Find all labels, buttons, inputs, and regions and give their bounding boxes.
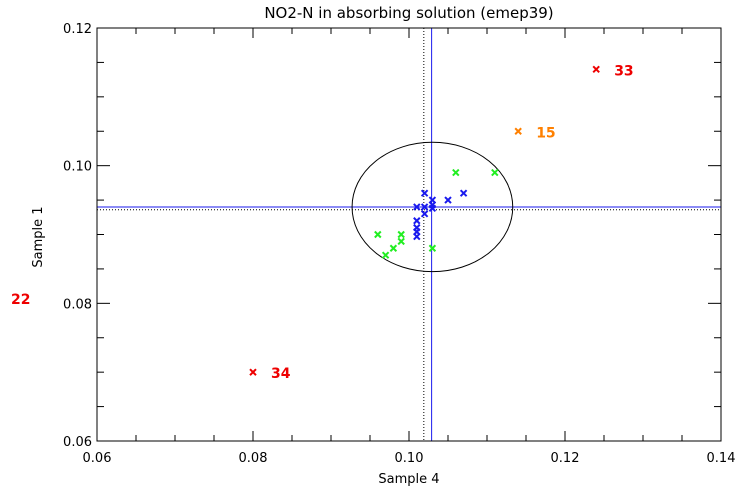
marker-stroke: [420, 203, 429, 211]
outlier-label: 34: [271, 366, 291, 382]
marker-stroke: [381, 251, 390, 259]
marker-stroke: [444, 196, 452, 204]
y-tick-label: 0.12: [63, 22, 92, 37]
marker-stroke: [413, 203, 421, 211]
blue-point: [420, 210, 429, 218]
marker-stroke: [452, 168, 460, 177]
marker-stroke: [413, 217, 421, 225]
blue-point: [413, 232, 421, 241]
marker-stroke: [459, 189, 468, 197]
outlier-point-34: [249, 368, 257, 376]
blue-point: [420, 203, 429, 211]
outlier-label: 15: [536, 125, 555, 141]
marker-stroke: [592, 65, 600, 74]
green-point: [452, 168, 460, 177]
offscale-labels: 22: [11, 292, 30, 308]
marker-stroke: [420, 210, 429, 218]
x-tick-label: 0.10: [395, 451, 424, 466]
tick-labels: 0.06 0.08 0.10 0.12 0.14 0.06 0.08 0.10 0.12: [63, 22, 735, 466]
marker-stroke: [420, 189, 429, 197]
green-point: [397, 230, 405, 239]
blue-point: [413, 217, 421, 225]
marker-stroke: [389, 244, 398, 252]
blue-point: [444, 196, 452, 204]
green-point: [381, 251, 390, 259]
green-point: [374, 230, 382, 239]
chart-title: NO2-N in absorbing solution (emep39): [264, 4, 553, 22]
y-tick-label: 0.08: [63, 297, 92, 312]
blue-point: [420, 189, 429, 197]
marker-stroke: [413, 232, 421, 241]
x-tick-label: 0.12: [551, 451, 580, 466]
y-tick-label: 0.10: [63, 160, 92, 175]
blue-point: [428, 204, 437, 213]
y-axis-label: Sample 1: [31, 206, 46, 267]
outlier-point-15: [514, 127, 522, 135]
marker-stroke: [249, 368, 257, 376]
outlier-label: 33: [614, 63, 633, 79]
marker-stroke: [397, 230, 405, 239]
marker-stroke: [374, 230, 382, 239]
x-tick-label: 0.08: [239, 451, 268, 466]
marker-stroke: [428, 244, 437, 252]
data-points: [374, 168, 499, 259]
outlier-point-33: [592, 65, 600, 74]
marker-stroke: [514, 127, 522, 135]
axes: [96, 27, 722, 442]
green-point: [397, 237, 405, 246]
offscale-label: 22: [11, 292, 30, 308]
plot-frame: [96, 27, 722, 442]
green-point: [389, 244, 398, 252]
ticks: [96, 27, 722, 442]
marker-stroke: [428, 204, 437, 213]
x-tick-label: 0.14: [707, 451, 736, 466]
marker-stroke: [397, 237, 405, 246]
blue-point: [459, 189, 468, 197]
labelled-points: 33 15 34: [249, 63, 634, 382]
reference-lines: [97, 28, 721, 441]
blue-point: [413, 203, 421, 211]
green-point: [428, 244, 437, 252]
x-axis-label: Sample 4: [378, 472, 439, 487]
confidence-ellipse: [351, 141, 514, 273]
marker-stroke: [491, 168, 499, 177]
y-tick-label: 0.06: [63, 435, 92, 450]
x-tick-label: 0.06: [83, 451, 112, 466]
green-point: [491, 168, 499, 177]
